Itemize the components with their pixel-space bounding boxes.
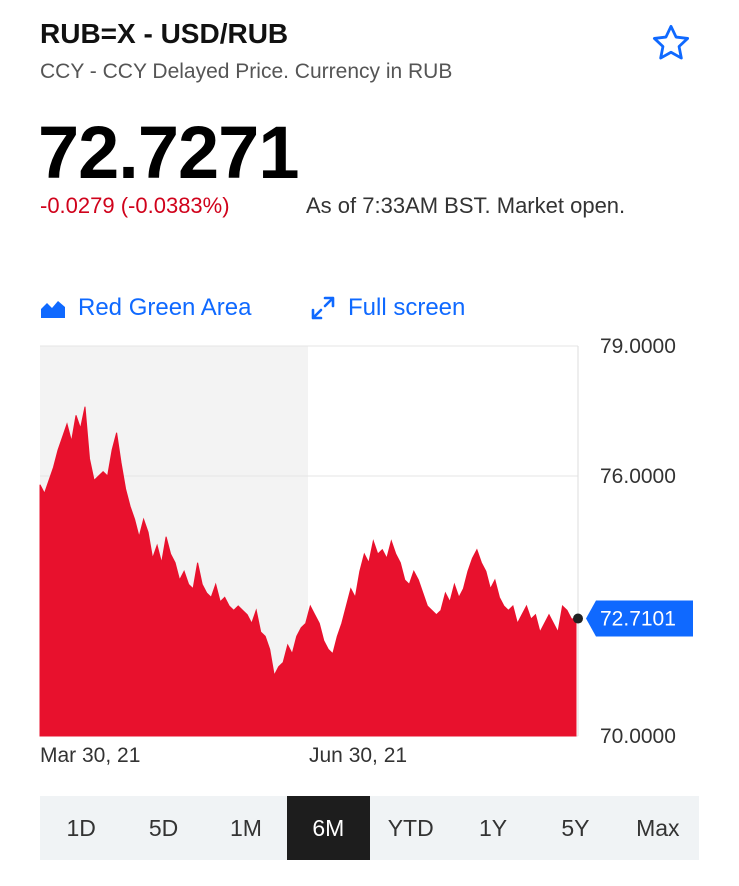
range-tab-1y[interactable]: 1Y — [478, 814, 508, 841]
range-tab-max[interactable]: Max — [636, 814, 680, 841]
price-chart[interactable]: 79.0000 76.0000 70.0000 Mar 30, 21 Jun 30, 2… — [0, 330, 739, 780]
range-tab-1d[interactable]: 1D — [66, 814, 96, 841]
fullscreen-button[interactable]: Full screen — [310, 294, 465, 322]
chart-type-button[interactable]: Red Green Area — [40, 294, 251, 322]
current-price-label: 72.7101 — [600, 608, 676, 631]
page-title: RUB=X - USD/RUB — [40, 18, 289, 49]
y-tick-label: 79.0000 — [600, 335, 676, 358]
page-subtitle: CCY - CCY Delayed Price. Currency in RUB — [40, 60, 453, 83]
price-chart-svg: 79.0000 76.0000 70.0000 Mar 30, 21 Jun 30, 2… — [39, 335, 693, 767]
range-selector: 1D 5D 1M 6M YTD 1Y 5Y Max — [40, 796, 699, 860]
expand-icon — [311, 296, 335, 320]
price-area — [39, 406, 577, 737]
price-change: -0.0279 (-0.0383%) — [40, 193, 230, 218]
range-tab-6m[interactable]: 6M — [287, 796, 370, 860]
y-tick-label: 76.0000 — [600, 465, 676, 488]
price-value: 72.7271 — [38, 111, 299, 194]
range-tab-1m[interactable]: 1M — [229, 814, 262, 841]
chart-type-label: Red Green Area — [78, 294, 252, 321]
y-tick-label: 70.0000 — [600, 725, 676, 748]
x-tick-label: Jun 30, 21 — [309, 744, 407, 767]
market-status: As of 7:33AM BST. Market open. — [306, 193, 626, 218]
current-price-dot — [573, 613, 583, 624]
star-icon[interactable] — [650, 22, 692, 64]
area-chart-icon — [41, 301, 65, 318]
range-tab-ytd[interactable]: YTD — [387, 814, 434, 841]
range-tab-5d[interactable]: 5D — [148, 814, 179, 841]
x-tick-label: Mar 30, 21 — [40, 744, 140, 767]
fullscreen-label: Full screen — [348, 294, 466, 321]
current-price-tag — [586, 600, 693, 637]
range-tab-5y[interactable]: 5Y — [561, 814, 590, 841]
